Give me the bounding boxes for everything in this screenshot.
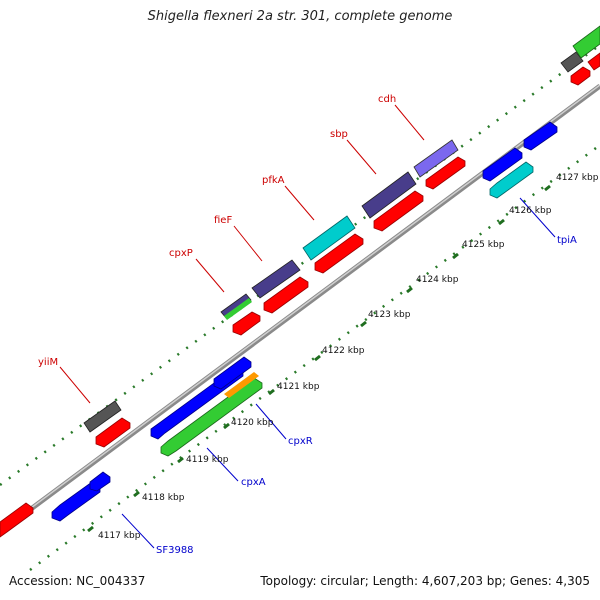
gene-label-fieF[interactable]: fieF — [214, 215, 232, 226]
major-tick — [268, 388, 275, 396]
gene-fieF-cog[interactable] — [251, 259, 301, 299]
gene-label-pfkA[interactable]: pfkA — [262, 175, 285, 186]
gene-right-red2[interactable] — [587, 52, 600, 71]
scale-label: 4118 kbp — [142, 493, 185, 503]
major-tick — [314, 354, 321, 362]
scale-label: 4120 kbp — [231, 418, 274, 428]
gene-yiiM-cog[interactable] — [83, 400, 122, 433]
scale-label: 4123 kbp — [368, 310, 411, 320]
gene-yiiM[interactable] — [95, 417, 131, 448]
gene-label-SF3988[interactable]: SF3988 — [156, 545, 194, 556]
major-tick — [87, 525, 94, 533]
major-tick — [544, 184, 551, 192]
gene-fieF[interactable] — [263, 276, 309, 314]
major-tick — [177, 456, 184, 464]
major-tick — [360, 320, 367, 328]
gene-label-yiiM[interactable]: yiiM — [38, 357, 58, 368]
gene-pfkA-cog[interactable] — [302, 215, 356, 261]
reverse-strand-genes — [51, 121, 558, 522]
gene-SF3988[interactable] — [51, 481, 101, 522]
map-title: Shigella flexneri 2a str. 301, complete … — [147, 9, 453, 24]
reverse-gene-labels: SF3988 cpxA cpxR tpiA — [156, 235, 577, 556]
gene-cdh-cog[interactable] — [413, 139, 459, 178]
major-tick — [406, 286, 413, 294]
major-tick — [498, 218, 505, 226]
accession-label: Accession: NC_004337 — [9, 574, 146, 588]
forward-strand-genes — [0, 25, 600, 538]
scale-label: 4127 kbp — [556, 173, 599, 183]
gene-right-red[interactable] — [570, 66, 591, 86]
gene-label-cpxR[interactable]: cpxR — [288, 436, 313, 447]
gene-right-blue[interactable] — [523, 121, 558, 151]
gene-cpxA[interactable] — [160, 377, 263, 457]
gene-SF3988-b[interactable] — [89, 471, 111, 492]
gene-right-grey[interactable] — [560, 51, 584, 73]
scale-label: 4121 kbp — [277, 382, 320, 392]
scale-label: 4126 kbp — [509, 206, 552, 216]
gene-cpxP-cog-stripe[interactable] — [224, 298, 252, 320]
gene-label-cpxA[interactable]: cpxA — [241, 477, 266, 488]
label-leaders — [59, 104, 556, 549]
scale-label: 4125 kbp — [462, 240, 505, 250]
gene-cpxR-b[interactable] — [213, 356, 252, 390]
gene-cdh[interactable] — [425, 156, 466, 190]
gene-forward[interactable] — [0, 502, 34, 538]
major-ticks — [87, 184, 551, 533]
major-tick — [133, 490, 140, 498]
scale-label: 4117 kbp — [98, 531, 141, 541]
gene-sbp[interactable] — [373, 190, 424, 232]
gene-pfkA[interactable] — [314, 233, 364, 274]
gene-cpxP[interactable] — [232, 311, 261, 336]
gene-tpiA-blue[interactable] — [482, 147, 523, 182]
topology-stats: Topology: circular; Length: 4,607,203 bp… — [260, 574, 590, 588]
forward-gene-labels: yiiM cpxP fieF pfkA sbp cdh — [38, 94, 396, 368]
scale-labels: 4117 kbp 4118 kbp 4119 kbp 4120 kbp 4121… — [98, 173, 599, 541]
gene-cpxP-cog[interactable] — [220, 293, 252, 319]
major-tick — [223, 422, 230, 430]
scale-label: 4124 kbp — [416, 275, 459, 285]
scale-label: 4122 kbp — [322, 346, 365, 356]
gene-label-cpxP[interactable]: cpxP — [169, 248, 193, 259]
gene-label-tpiA[interactable]: tpiA — [557, 235, 577, 246]
gene-sbp-cog[interactable] — [361, 171, 417, 219]
gene-cpxA-orange[interactable] — [224, 372, 259, 398]
major-tick — [452, 252, 459, 260]
gene-label-cdh[interactable]: cdh — [378, 94, 396, 105]
gene-right-green[interactable] — [572, 25, 600, 59]
gene-label-sbp[interactable]: sbp — [330, 129, 348, 140]
scale-label: 4119 kbp — [186, 455, 229, 465]
gene-tpiA[interactable] — [489, 161, 534, 199]
